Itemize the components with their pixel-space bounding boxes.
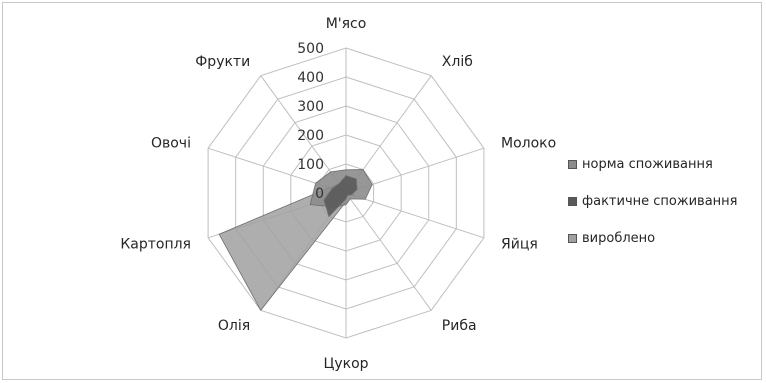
grid-spoke: [345, 192, 485, 239]
legend: норма споживання фактичне споживання вир…: [568, 153, 737, 264]
category-label: Молоко: [501, 136, 556, 152]
legend-item-norm: норма споживання: [568, 153, 737, 176]
legend-item-produced: вироблено: [568, 227, 737, 250]
radial-tick-labels: 0 100 200 300 400 500: [297, 41, 324, 202]
category-label: Цукор: [323, 356, 368, 372]
legend-swatch-produced: [568, 234, 577, 243]
legend-label-actual: фактичне споживання: [582, 194, 738, 209]
radial-tick-label: 0: [315, 186, 324, 202]
category-label: Хліб: [442, 54, 473, 70]
radial-tick-label: 400: [297, 70, 324, 86]
legend-item-actual: фактичне споживання: [568, 190, 737, 213]
category-label: Яйця: [501, 236, 538, 252]
radial-tick-label: 500: [297, 41, 324, 57]
legend-swatch-actual: [568, 197, 577, 206]
category-label: Олія: [218, 318, 250, 334]
category-label: Фрукти: [195, 54, 250, 70]
category-label: М'ясо: [326, 16, 367, 32]
radial-tick-label: 100: [297, 157, 324, 173]
legend-swatch-norm: [568, 160, 577, 169]
category-labels: М'ясо Хліб Молоко Яйця Риба Цукор Олія Картопля…: [120, 16, 556, 372]
category-label: Картопля: [120, 236, 191, 252]
series-layer: [218, 169, 373, 312]
category-label: Овочі: [151, 136, 191, 152]
chart-frame: 0 100 200 300 400 500 М'ясо Хліб Молоко Яйця Риба…: [2, 2, 762, 380]
legend-label-produced: вироблено: [582, 231, 656, 246]
grid-spoke: [345, 192, 432, 311]
series-area-1: [323, 175, 358, 218]
category-label: Риба: [442, 318, 477, 334]
legend-label-norm: норма споживання: [582, 157, 713, 172]
radial-tick-label: 300: [297, 99, 324, 115]
radar-chart: 0 100 200 300 400 500 М'ясо Хліб Молоко Яйця Риба…: [120, 16, 556, 372]
radial-tick-label: 200: [297, 128, 324, 144]
